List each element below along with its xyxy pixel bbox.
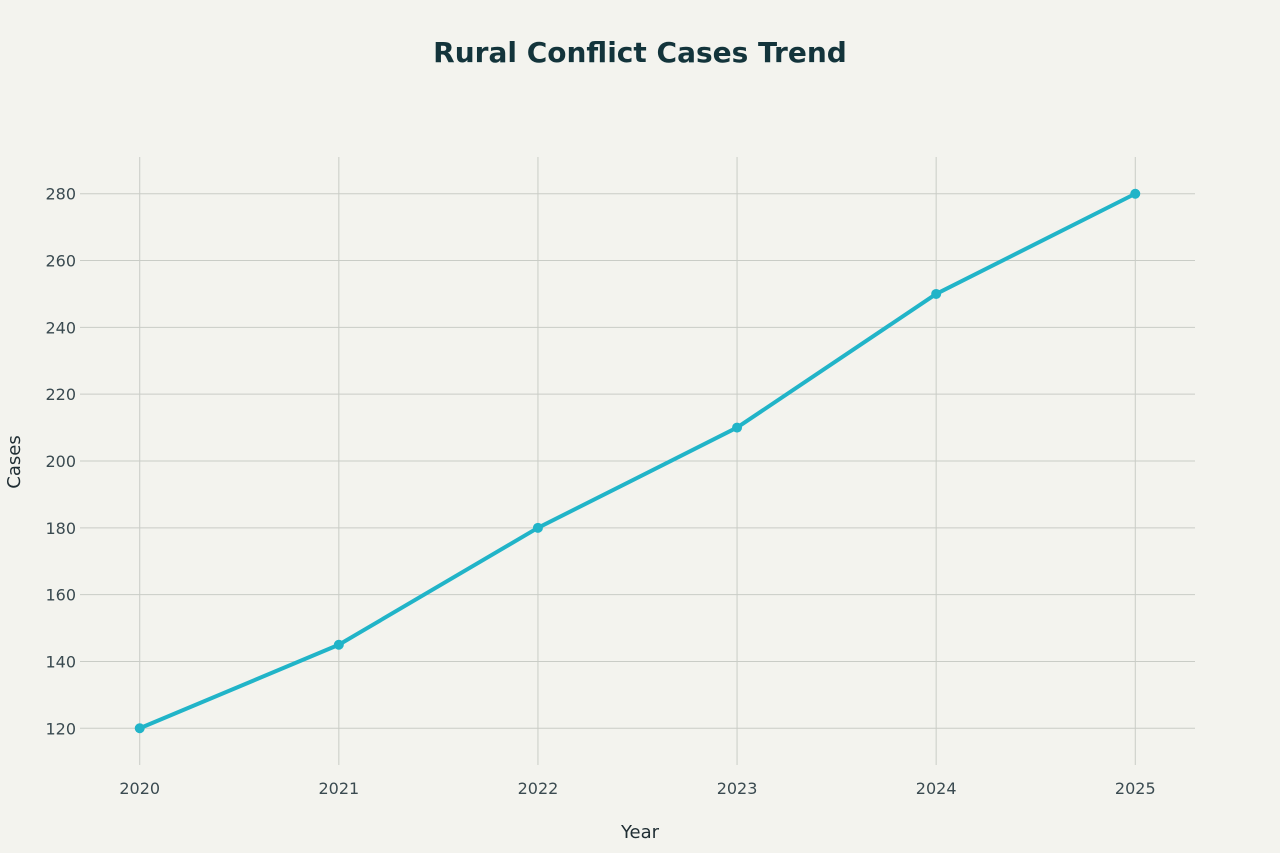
y-tick-label: 180 xyxy=(45,519,76,538)
y-tick-label: 200 xyxy=(45,452,76,471)
series-group xyxy=(134,188,1141,734)
data-point xyxy=(732,422,743,433)
y-tick-label: 280 xyxy=(45,185,76,204)
y-tick-label: 240 xyxy=(45,318,76,337)
y-tick-label: 220 xyxy=(45,385,76,404)
chart-title: Rural Conflict Cases Trend xyxy=(433,36,847,69)
x-tick-labels: 2020 2021 2022 2023 2024 2025 xyxy=(119,779,1155,798)
x-tick-label: 2023 xyxy=(717,779,758,798)
y-tick-label: 160 xyxy=(45,586,76,605)
data-point xyxy=(1130,188,1141,199)
series-line xyxy=(137,191,1138,731)
x-tick-label: 2024 xyxy=(916,779,957,798)
y-axis-title: Cases xyxy=(4,435,25,488)
y-tick-label: 140 xyxy=(45,652,76,671)
y-gridlines xyxy=(80,193,1195,729)
x-axis-title: Year xyxy=(620,822,660,843)
x-tick-label: 2020 xyxy=(119,779,160,798)
data-point xyxy=(532,522,543,533)
data-point xyxy=(134,723,145,734)
x-tick-label: 2021 xyxy=(318,779,359,798)
y-tick-label: 260 xyxy=(45,252,76,271)
y-tick-labels: 120 140 160 180 200 220 240 260 280 xyxy=(45,185,76,739)
x-tick-label: 2025 xyxy=(1115,779,1156,798)
data-point xyxy=(333,639,344,650)
y-tick-label: 120 xyxy=(45,719,76,738)
x-tick-label: 2022 xyxy=(518,779,559,798)
data-point xyxy=(931,288,942,299)
